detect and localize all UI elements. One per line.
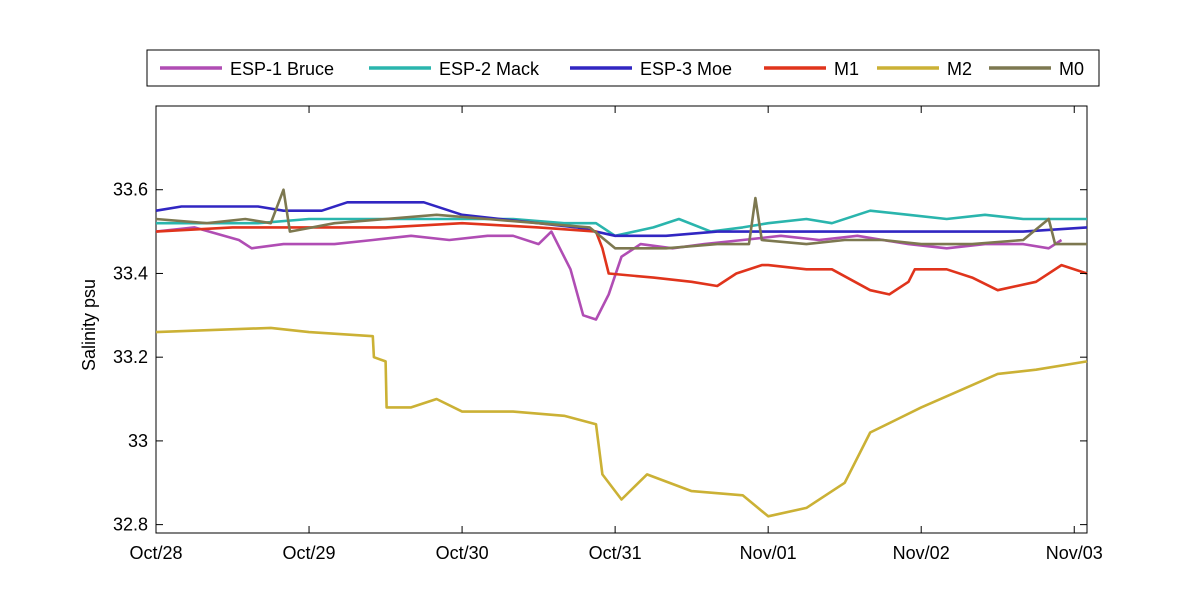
y-tick-label: 33.2 bbox=[113, 347, 148, 367]
series-line-5 bbox=[155, 188, 1087, 250]
y-tick-label: 32.8 bbox=[113, 515, 148, 535]
legend-label: M0 bbox=[1059, 59, 1084, 79]
x-tick-label: Nov/03 bbox=[1046, 543, 1103, 563]
series-line-3 bbox=[155, 221, 1088, 296]
series-line-4 bbox=[155, 326, 1088, 518]
legend-label: ESP-2 Mack bbox=[439, 59, 540, 79]
legend: ESP-1 Bruce ESP-2 Mack ESP-3 Moe M1 M2 M0 bbox=[146, 49, 1100, 87]
x-tick-label: Nov/01 bbox=[740, 543, 797, 563]
x-tick-label: Oct/31 bbox=[589, 543, 642, 563]
y-tick-label: 33 bbox=[128, 431, 148, 451]
x-tick-label: Oct/28 bbox=[129, 543, 182, 563]
plot-area: Oct/28 Oct/29 Oct/30 Oct/31 Nov/01 Nov/02 Nov/… bbox=[113, 105, 1103, 563]
x-tick-label: Nov/02 bbox=[893, 543, 950, 563]
y-tick-label: 33.6 bbox=[113, 180, 148, 200]
x-tick-label: Oct/29 bbox=[283, 543, 336, 563]
x-tick-label: Oct/30 bbox=[436, 543, 489, 563]
legend-label: ESP-3 Moe bbox=[640, 59, 732, 79]
y-tick-label: 33.4 bbox=[113, 263, 148, 283]
y-axis-label: Salinity psu bbox=[79, 279, 99, 371]
legend-label: M1 bbox=[834, 59, 859, 79]
legend-label: ESP-1 Bruce bbox=[230, 59, 334, 79]
legend-label: M2 bbox=[947, 59, 972, 79]
plot-frame bbox=[155, 105, 1088, 534]
